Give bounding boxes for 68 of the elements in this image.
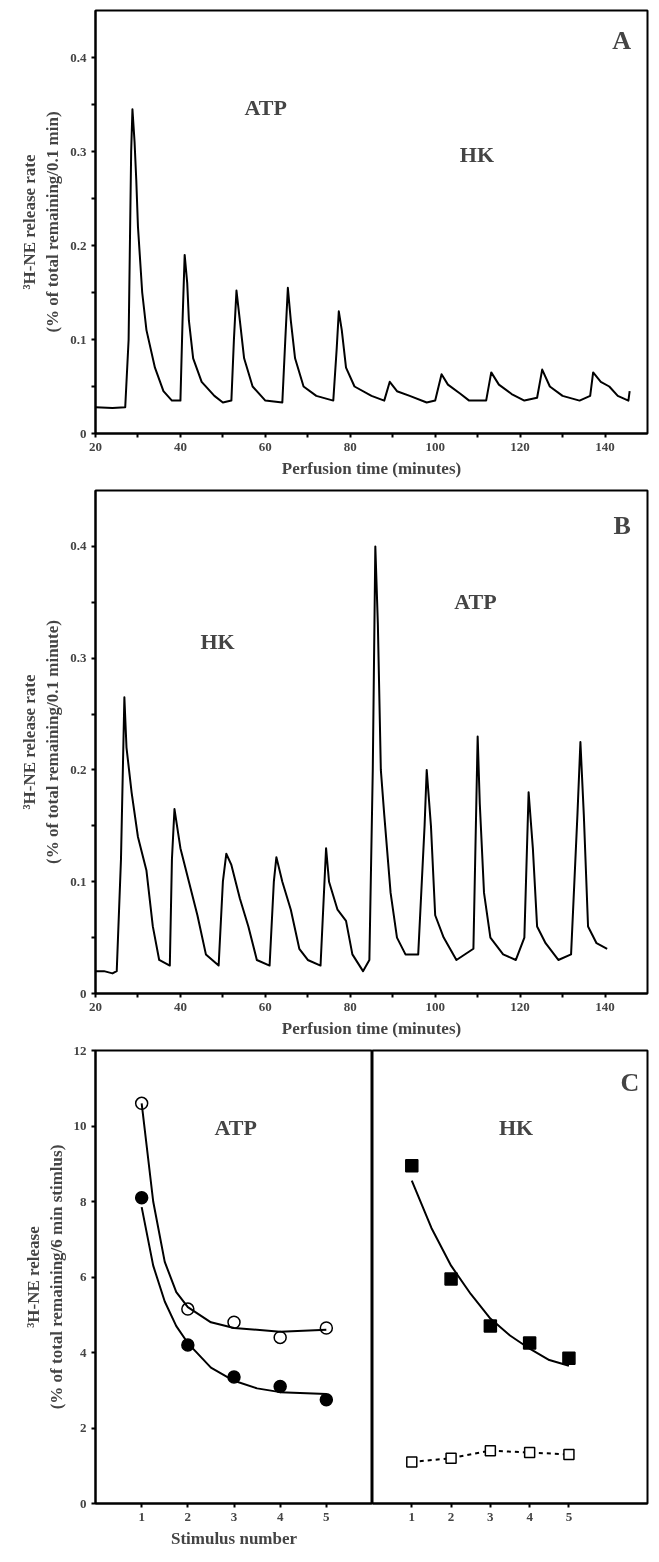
- x-tick-label: 140: [595, 438, 615, 454]
- point: [445, 1452, 457, 1464]
- point: [563, 1448, 575, 1461]
- annotation: B: [613, 511, 631, 541]
- y-tick-label: 0.2: [70, 761, 87, 777]
- point: [484, 1444, 497, 1457]
- x-tick-label: 2: [184, 1508, 192, 1524]
- point: [562, 1351, 576, 1365]
- annotation: C: [620, 1067, 640, 1097]
- y-tick-label: 2: [80, 1420, 87, 1435]
- x-tick-label: 5: [565, 1508, 573, 1524]
- x-tick-label: 60: [258, 998, 272, 1014]
- point: [523, 1446, 536, 1459]
- y-tick-label: 0.1: [70, 331, 87, 347]
- point: [406, 1456, 418, 1468]
- y-axis-title: ³H-NE release (% of total remaining/6 min stimlus): [23, 1144, 66, 1410]
- x-tick-label: 1: [408, 1508, 416, 1524]
- y-axis-title: ³H-NE release rate (% of total remaining/0.1 minute): [20, 620, 63, 864]
- x-tick-label: 40: [173, 438, 187, 454]
- y-tick-label: 0.2: [70, 237, 87, 253]
- y-tick-label: 0: [80, 425, 87, 441]
- x-tick-label: 5: [323, 1508, 331, 1524]
- y-tick-label: 6: [80, 1269, 87, 1284]
- point: [319, 1321, 334, 1335]
- y-axis-title: ³H-NE release rate (% of total remaining/0.1 min): [20, 111, 63, 333]
- x-tick-label: 80: [343, 998, 357, 1014]
- x-tick-label: 1: [138, 1508, 145, 1524]
- point: [483, 1319, 498, 1333]
- x-tick-label: 2: [447, 1508, 455, 1524]
- y-tick-label: 0.1: [70, 873, 87, 889]
- annotation: HK: [200, 628, 235, 654]
- x-tick-label: 20: [89, 998, 102, 1014]
- x-tick-label: 4: [526, 1508, 534, 1524]
- y-tick-label: 0: [80, 985, 87, 1001]
- annotation: HK: [459, 141, 495, 167]
- y-tick-label: 8: [80, 1193, 87, 1209]
- annotation: ATP: [244, 95, 287, 121]
- annotation: HK: [499, 1115, 534, 1141]
- x-tick-label: 100: [425, 438, 445, 454]
- x-tick-label: 4: [276, 1508, 284, 1524]
- y-tick-label: 0.4: [70, 49, 87, 65]
- x-axis-title: Perfusion time (minutes): [281, 458, 462, 478]
- x-tick-label: 140: [595, 998, 615, 1014]
- x-axis-title: Perfusion time (minutes): [281, 1018, 462, 1038]
- x-tick-label: 100: [425, 998, 445, 1014]
- x-tick-label: 120: [510, 438, 530, 454]
- y-tick-label: 0.3: [70, 650, 87, 666]
- x-axis-title: Stimulus number: [170, 1528, 298, 1548]
- point: [319, 1392, 334, 1407]
- x-tick-label: 3: [230, 1508, 238, 1524]
- x-tick-label: 60: [258, 438, 272, 454]
- annotation: A: [612, 25, 632, 55]
- y-tick-label: 10: [73, 1118, 87, 1133]
- y-tick-label: 4: [80, 1344, 87, 1360]
- point: [134, 1190, 149, 1205]
- y-tick-label: 12: [73, 1042, 87, 1058]
- x-tick-label: 120: [510, 998, 530, 1014]
- y-tick-label: 0: [80, 1495, 87, 1511]
- x-tick-label: 3: [487, 1508, 495, 1524]
- point: [444, 1272, 458, 1286]
- y-tick-label: 0.3: [70, 143, 87, 159]
- x-tick-label: 80: [343, 438, 357, 454]
- y-tick-label: 0.4: [70, 538, 87, 554]
- annotation: ATP: [454, 588, 497, 614]
- point: [405, 1158, 419, 1173]
- x-tick-label: 20: [89, 438, 102, 454]
- x-tick-label: 40: [173, 998, 187, 1014]
- annotation: ATP: [214, 1115, 257, 1141]
